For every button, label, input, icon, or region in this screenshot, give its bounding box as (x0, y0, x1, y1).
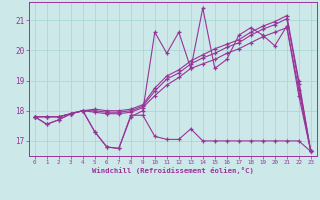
X-axis label: Windchill (Refroidissement éolien,°C): Windchill (Refroidissement éolien,°C) (92, 167, 254, 174)
